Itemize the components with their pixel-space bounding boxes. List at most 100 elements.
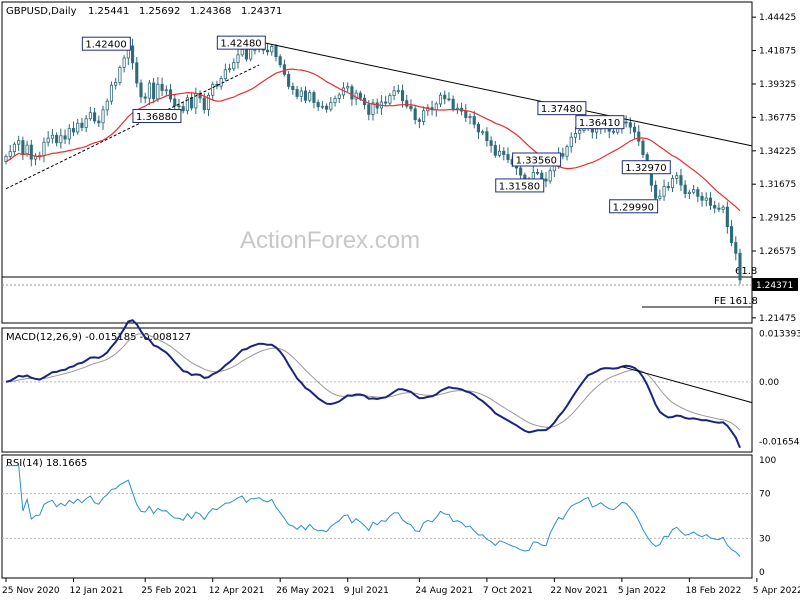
price-bar-body	[531, 171, 535, 180]
price-bar	[274, 44, 278, 62]
swing-label-text: 1.37480	[541, 104, 582, 115]
fe-label: FE 161.8	[714, 296, 758, 307]
swing-label-text: 1.36880	[136, 112, 177, 123]
price-bar-body	[717, 207, 721, 210]
price-bar-body	[101, 109, 105, 124]
price-bar	[59, 128, 63, 149]
swing-label-box	[81, 36, 131, 51]
price-bar	[388, 92, 392, 106]
x-tick-label: 25 Nov 2020	[2, 586, 60, 596]
x-tick-label: 7 Oct 2021	[483, 586, 533, 596]
price-bar-body	[190, 97, 194, 109]
price-bar	[190, 92, 194, 111]
price-bar-body	[730, 226, 734, 243]
price-bar-body	[97, 120, 101, 124]
price-bar	[464, 104, 468, 122]
price-y-tick-label: 1.41875	[759, 47, 796, 57]
price-bar-body	[413, 108, 417, 121]
price-bar	[101, 105, 105, 130]
price-bar-body	[25, 144, 29, 155]
price-bar-body	[312, 92, 316, 103]
price-bar	[46, 131, 50, 147]
price-bar-body	[468, 116, 472, 118]
price-bar	[396, 84, 400, 95]
swing-label-text: 1.29990	[613, 202, 654, 213]
price-bar-body	[278, 56, 282, 66]
price-bar	[12, 141, 16, 157]
price-bar-body	[8, 151, 12, 157]
price-bar-body	[236, 54, 240, 63]
price-bar-body	[641, 140, 645, 156]
price-bar	[164, 85, 168, 97]
falling-trendline	[263, 42, 753, 147]
price-bar	[55, 132, 59, 147]
price-bar-body	[713, 204, 717, 209]
price-bar-body	[249, 48, 253, 60]
price-bar	[637, 125, 641, 146]
price-bar-body	[632, 126, 637, 133]
price-bar-body	[71, 128, 76, 133]
price-bar	[29, 139, 33, 167]
price-bar	[725, 201, 729, 234]
price-bar	[206, 92, 211, 117]
price-bar-body	[80, 122, 84, 128]
price-bar-body	[658, 195, 662, 199]
price-bar-body	[122, 57, 126, 68]
price-bar	[93, 107, 97, 124]
price-bar-body	[202, 97, 206, 110]
price-bar-body	[670, 177, 675, 189]
price-bar	[371, 99, 375, 121]
price-bar	[384, 95, 388, 106]
swing-label-box	[216, 35, 266, 50]
price-bar-body	[485, 131, 489, 142]
price-bar	[632, 122, 637, 139]
price-bar-body	[29, 144, 33, 160]
price-bar	[143, 92, 147, 104]
price-bar	[84, 115, 88, 133]
price-bar	[573, 127, 578, 144]
watermark: ActionForex.com	[240, 227, 420, 254]
swing-label: 1.31580	[495, 178, 545, 193]
macd-y-tick-label: 0.00	[759, 378, 779, 388]
price-bar	[33, 153, 38, 166]
swing-label-text: 1.33560	[516, 156, 557, 167]
price-bar	[679, 168, 683, 191]
price-bar-body	[472, 116, 476, 125]
price-bar	[325, 103, 329, 113]
price-bar-body	[21, 140, 25, 155]
price-bar-body	[109, 84, 114, 102]
price-bar	[413, 106, 417, 125]
price-bar	[270, 44, 274, 56]
swing-label-text: 1.32970	[625, 163, 666, 174]
current-price-tag-text: 1.24371	[756, 281, 793, 291]
price-bar-body	[434, 103, 438, 111]
price-bar-body	[299, 90, 303, 97]
x-tick-label: 5 Apr 2022	[753, 586, 800, 596]
price-bar-body	[93, 112, 97, 122]
rsi-panel-title: RSI(14) 18.1665	[6, 458, 87, 469]
price-y-tick-label: 1.29125	[759, 214, 796, 224]
x-tick-label: 26 May 2021	[276, 586, 335, 596]
price-bar	[194, 87, 198, 115]
price-bar	[316, 99, 320, 111]
price-bar-body	[4, 155, 8, 163]
price-bar-body	[333, 98, 337, 104]
price-bar-body	[595, 128, 599, 133]
price-y-tick-label: 1.44425	[759, 13, 796, 23]
price-bar-body	[409, 105, 413, 110]
price-bar	[502, 147, 506, 161]
price-bar	[173, 93, 177, 111]
swing-label-box	[575, 115, 625, 130]
price-bar-body	[325, 105, 329, 110]
price-bar-body	[392, 90, 396, 96]
price-bar-body	[295, 89, 299, 97]
price-bar-body	[666, 186, 670, 189]
price-bar	[88, 106, 92, 121]
price-panel-title: GBPUSD,Daily	[6, 6, 77, 17]
price-bar	[295, 85, 299, 100]
swing-label: 1.36880	[132, 109, 182, 124]
price-bar	[426, 104, 430, 116]
price-bar-body	[118, 67, 122, 83]
swing-label: 1.42400	[81, 36, 131, 51]
price-bar-body	[422, 110, 426, 122]
